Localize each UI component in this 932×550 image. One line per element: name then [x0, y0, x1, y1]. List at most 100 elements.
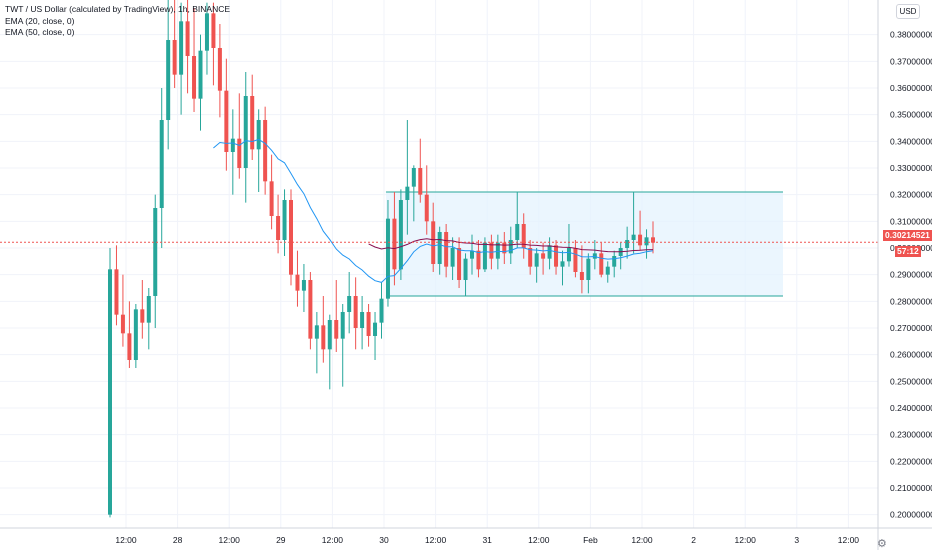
- candle-body: [140, 309, 145, 323]
- y-tick-label: 0.27000000: [890, 323, 932, 333]
- candle-body: [159, 120, 164, 208]
- candle-body: [424, 194, 429, 222]
- candle-body: [547, 245, 552, 259]
- candle-body: [230, 138, 235, 152]
- x-tick-label: 30: [379, 535, 389, 545]
- price-axis: 0.38000000 0.37000000 0.36000000 0.35000000…: [877, 0, 932, 550]
- candle-body: [127, 333, 132, 360]
- y-tick-label: 0.32000000: [890, 190, 932, 200]
- candle-body: [204, 13, 209, 51]
- candle-body: [651, 237, 655, 243]
- y-tick-label: 0.25000000: [890, 376, 932, 386]
- candle-body: [250, 96, 255, 150]
- candle-body: [631, 234, 636, 240]
- y-tick-label: 0.23000000: [890, 430, 932, 440]
- candle-body: [146, 296, 151, 323]
- candle-body: [256, 120, 261, 150]
- candle-body: [347, 296, 352, 312]
- candle-body: [541, 253, 546, 259]
- candle-body: [108, 269, 112, 515]
- candle-body: [411, 168, 416, 187]
- candle-body: [321, 325, 326, 350]
- ema20-legend[interactable]: EMA (20, close, 0): [5, 15, 75, 26]
- candle-body: [638, 234, 643, 246]
- y-tick-label: 0.29000000: [890, 270, 932, 280]
- y-tick-label: 0.22000000: [890, 456, 932, 466]
- currency-button[interactable]: USD: [896, 4, 920, 19]
- candle-body: [224, 90, 229, 152]
- candle-body: [379, 298, 384, 323]
- candle-body: [243, 96, 248, 168]
- x-tick-label: 12:00: [631, 535, 653, 545]
- x-tick-label: Feb: [583, 535, 598, 545]
- candle-body: [586, 258, 591, 280]
- x-tick-label: 12:00: [735, 535, 757, 545]
- candle-body: [521, 224, 526, 248]
- candle-body: [373, 322, 378, 336]
- candle-body: [295, 274, 300, 291]
- ema-layer: [0, 138, 878, 283]
- candle-body: [314, 325, 319, 339]
- candle-body: [398, 200, 403, 270]
- candle-body: [463, 258, 468, 280]
- candle-body: [237, 138, 242, 168]
- candle-body: [502, 242, 507, 254]
- ema50-line: [368, 238, 654, 253]
- candle-body: [566, 248, 571, 262]
- settings-icon[interactable]: ⚙: [877, 538, 887, 550]
- candle-body: [166, 40, 171, 120]
- candle-body: [172, 40, 177, 75]
- y-tick-label: 0.36000000: [890, 83, 932, 93]
- candle-body: [573, 248, 578, 272]
- candle-body: [289, 200, 293, 275]
- y-tick-label: 0.20000000: [890, 510, 932, 520]
- candle-body: [282, 200, 287, 240]
- candle-body: [418, 168, 423, 195]
- candle-body: [179, 21, 184, 75]
- candles-layer: [108, 0, 655, 518]
- y-tick-label: 0.35000000: [890, 110, 932, 120]
- x-tick-label: 12:00: [425, 535, 447, 545]
- x-tick-label: 12:00: [219, 535, 241, 545]
- candle-body: [515, 224, 520, 240]
- candle-body: [153, 208, 158, 296]
- candle-body: [444, 232, 449, 267]
- candle-body: [385, 218, 390, 299]
- candle-body: [476, 250, 481, 270]
- candle-body: [114, 269, 119, 315]
- x-tick-label: 3: [794, 535, 799, 545]
- y-tick-label: 0.26000000: [890, 350, 932, 360]
- candle-body: [334, 320, 339, 339]
- candle-body: [360, 312, 365, 328]
- candle-body: [644, 237, 649, 246]
- candle-body: [554, 245, 559, 267]
- chart-grid: [0, 0, 878, 528]
- y-tick-label: 0.38000000: [890, 30, 932, 40]
- symbol-title[interactable]: TWT / US Dollar (calculated by TradingVi…: [5, 4, 231, 14]
- ema20-line: [213, 138, 654, 283]
- candle-body: [276, 216, 281, 240]
- x-tick-label: 28: [173, 535, 183, 545]
- x-tick-label: 31: [482, 535, 492, 545]
- y-tick-label: 0.34000000: [890, 136, 932, 146]
- x-tick-label: 12:00: [322, 535, 344, 545]
- ema50-legend[interactable]: EMA (50, close, 0): [5, 27, 75, 37]
- candle-body: [489, 242, 494, 259]
- x-tick-label: 12:00: [115, 535, 137, 545]
- candle-body: [437, 232, 442, 264]
- candle-body: [211, 13, 216, 49]
- candle-body: [263, 120, 268, 182]
- candle-body: [508, 240, 513, 254]
- y-tick-label: 0.37000000: [890, 56, 932, 66]
- x-tick-label: 29: [276, 535, 286, 545]
- candle-body: [185, 21, 190, 56]
- x-tick-label: 12:00: [838, 535, 860, 545]
- countdown-label: 57:12: [895, 246, 921, 257]
- candle-body: [269, 181, 274, 216]
- candle-body: [301, 280, 306, 291]
- candle-body: [217, 48, 222, 91]
- candle-body: [605, 266, 610, 275]
- y-tick-label: 0.21000000: [890, 483, 932, 493]
- candle-body: [120, 314, 125, 334]
